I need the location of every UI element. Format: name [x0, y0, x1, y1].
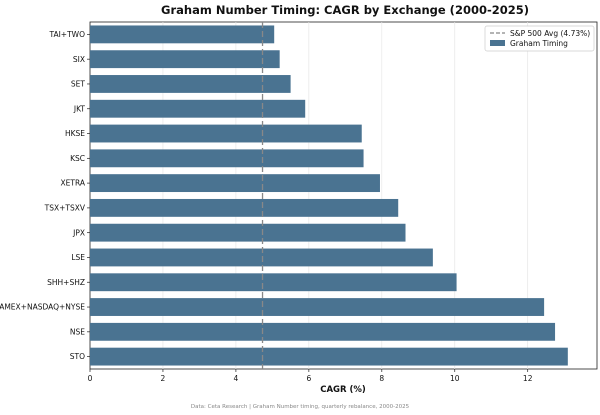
x-tick-label: 0 — [88, 374, 93, 383]
bar — [90, 198, 399, 217]
x-tick-label: 6 — [306, 374, 311, 383]
y-tick-label: KSC — [70, 154, 85, 163]
y-tick-label: SHH+SHZ — [47, 278, 85, 287]
bar — [90, 347, 568, 366]
y-tick-label: STO — [70, 352, 85, 361]
bar — [90, 298, 545, 316]
legend: S&P 500 Avg (4.73%) Graham Timing — [484, 25, 595, 52]
bar — [90, 322, 556, 341]
bar — [90, 149, 364, 168]
x-gridlines — [162, 22, 529, 369]
y-tick-label: TAI+TWO — [48, 30, 85, 39]
legend-reference-label: S&P 500 Avg (4.73%) — [510, 29, 590, 38]
y-tick-label: AMEX+NASDAQ+NYSE — [0, 303, 85, 312]
bar — [90, 174, 380, 193]
y-tick-label: XETRA — [61, 179, 86, 188]
x-tick-label: 2 — [161, 374, 166, 383]
legend-series-label: Graham Timing — [510, 39, 568, 48]
plot-area — [89, 21, 598, 370]
x-axis: 0 2 4 6 8 10 12 — [88, 369, 533, 383]
x-tick-label: 10 — [450, 374, 460, 383]
bar — [90, 223, 406, 242]
legend-box — [484, 25, 595, 52]
x-tick-label: 8 — [379, 374, 384, 383]
y-tick-label: NSE — [70, 327, 85, 336]
y-tick-label: LSE — [71, 253, 85, 262]
y-tick-label: HKSE — [65, 129, 85, 138]
y-tick-label: SET — [71, 80, 85, 89]
footnote: Data: Ceta Research | Graham Number timi… — [191, 404, 410, 410]
y-tick-label: JKT — [73, 104, 86, 113]
bar — [90, 75, 291, 93]
y-tick-label: JPX — [72, 228, 85, 237]
bars — [90, 25, 568, 366]
x-tick-label: 4 — [234, 374, 239, 383]
bar — [90, 248, 433, 267]
y-axis: STO NSE AMEX+NASDAQ+NYSE SHH+SHZ LSE JPX TSX+T… — [0, 30, 90, 361]
x-axis-label: CAGR (%) — [320, 385, 366, 395]
bar — [90, 124, 362, 143]
bar — [90, 99, 306, 118]
x-tick-label: 12 — [523, 374, 533, 383]
bar — [90, 50, 280, 69]
y-tick-label: SIX — [73, 55, 85, 64]
y-tick-label: TSX+TSXV — [44, 203, 86, 212]
bar — [90, 273, 457, 292]
legend-series-swatch — [490, 40, 505, 46]
chart-title: Graham Number Timing: CAGR by Exchange (… — [161, 3, 529, 17]
bar — [90, 25, 275, 44]
